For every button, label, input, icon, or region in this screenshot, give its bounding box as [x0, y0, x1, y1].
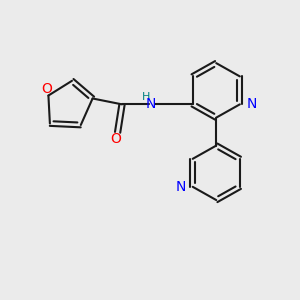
- Text: N: N: [146, 98, 156, 111]
- Text: O: O: [41, 82, 52, 96]
- Text: N: N: [176, 180, 186, 194]
- Text: H: H: [142, 92, 150, 102]
- Text: N: N: [246, 98, 257, 111]
- Text: O: O: [111, 132, 122, 146]
